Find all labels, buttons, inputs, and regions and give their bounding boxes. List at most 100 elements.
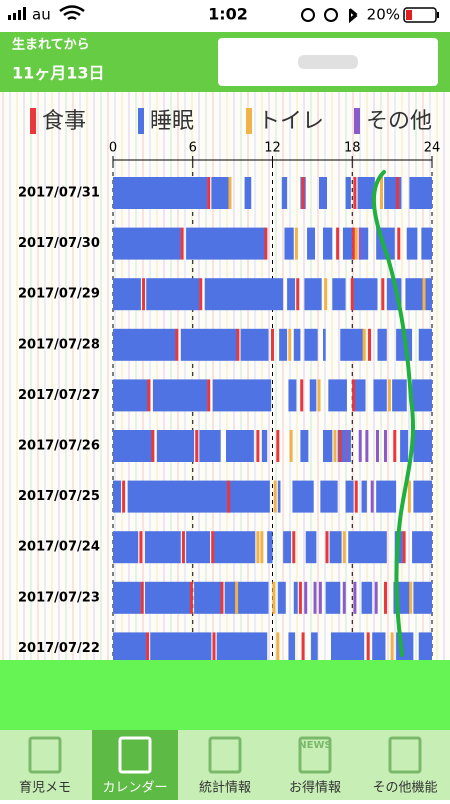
meal-event	[146, 632, 150, 665]
sleep-block	[244, 177, 252, 209]
sleep-block	[307, 227, 316, 260]
bg-stripe	[65, 92, 67, 660]
toilet-event	[294, 227, 298, 260]
bg-stripe	[233, 92, 235, 660]
other-event	[376, 430, 380, 462]
bg-stripe	[415, 92, 417, 660]
bg-stripe	[282, 92, 284, 660]
sleep-block	[357, 177, 375, 209]
sleep-block	[418, 632, 432, 665]
toilet-event	[324, 278, 328, 311]
sleep-block	[325, 581, 341, 614]
bg-stripe	[37, 92, 39, 660]
bg-stripe	[324, 92, 326, 660]
sleep-block	[348, 531, 387, 564]
bg-stripe	[387, 92, 389, 660]
tab-icon	[298, 736, 332, 774]
sleep-block	[180, 328, 237, 361]
bg-stripe	[177, 92, 179, 660]
sleep-block	[309, 379, 317, 412]
meal-event	[181, 531, 185, 564]
bg-stripe	[163, 92, 165, 660]
meal-event	[393, 430, 397, 462]
meal-event	[122, 480, 126, 513]
sleep-block	[113, 328, 176, 361]
sleep-block	[421, 227, 432, 260]
sleep-block	[372, 632, 386, 665]
sleep-block	[340, 328, 363, 361]
date-label: 2017/07/28	[18, 337, 100, 352]
meal-event	[292, 531, 296, 564]
sleep-block	[113, 430, 152, 462]
meal-event	[189, 581, 193, 614]
sleep-block	[413, 480, 432, 513]
meal-event	[402, 531, 406, 564]
bg-stripe	[170, 92, 172, 660]
meal-event	[352, 379, 356, 412]
x-tick-label: 12	[264, 141, 281, 156]
bg-stripe	[401, 92, 403, 660]
bg-stripe	[394, 92, 396, 660]
meal-event	[180, 227, 184, 260]
sleep-block	[288, 379, 297, 412]
blurred-name	[298, 55, 358, 69]
sleep-block	[214, 531, 256, 564]
meal-event	[271, 328, 274, 361]
toilet-event	[333, 430, 337, 462]
bg-stripe	[240, 92, 242, 660]
tab-label[interactable]: 育児メモ	[19, 780, 71, 796]
other-event	[313, 581, 317, 614]
legend-label: 睡眠	[150, 109, 194, 134]
meal-event	[220, 581, 224, 614]
bg-stripe	[93, 92, 95, 660]
tab-label[interactable]: 統計情報	[199, 780, 251, 796]
date-label: 2017/07/29	[18, 287, 100, 302]
toilet-event	[272, 581, 276, 614]
other-event	[358, 227, 362, 260]
toilet-event	[317, 379, 321, 412]
toilet-event	[409, 581, 413, 614]
sleep-block	[345, 480, 354, 513]
meal-event	[211, 531, 215, 564]
sleep-block	[323, 430, 333, 462]
sleep-block	[240, 328, 269, 361]
tabs: 育児メモ カレンダー 統計情報 NEWS お得情報 その他機能	[19, 730, 438, 800]
ad-area	[0, 660, 450, 730]
other-event	[370, 480, 374, 513]
meal-event	[300, 379, 304, 412]
bg-stripe	[107, 92, 109, 660]
sleep-block	[320, 480, 338, 513]
bg-stripe	[2, 92, 4, 660]
tab-label[interactable]: その他機能	[372, 781, 437, 796]
sleep-block	[425, 278, 432, 311]
sleep-block	[113, 632, 147, 665]
tab-label[interactable]: お得情報	[289, 780, 341, 796]
sleep-block	[199, 430, 221, 462]
meal-event	[227, 480, 231, 513]
bg-stripe	[443, 92, 445, 660]
sleep-block	[413, 581, 432, 614]
meal-event	[354, 480, 358, 513]
other-event	[353, 581, 357, 614]
meal-event	[151, 430, 155, 462]
sleep-block	[345, 177, 351, 209]
meal-event	[199, 278, 203, 311]
sleep-block	[186, 531, 211, 564]
sleep-block	[293, 328, 301, 361]
sleep-block	[358, 227, 369, 260]
other-event	[304, 581, 308, 614]
tab-label[interactable]: カレンダー	[102, 781, 167, 796]
sleep-block	[113, 379, 148, 412]
sleep-block	[353, 278, 378, 311]
bg-stripe	[422, 92, 424, 660]
meal-event	[276, 430, 280, 462]
sleep-block	[281, 177, 288, 209]
meal-event	[336, 227, 340, 260]
meal-event	[301, 177, 305, 209]
sleep-block	[113, 177, 208, 209]
x-tick-label: 6	[189, 141, 197, 156]
sleep-block	[156, 430, 195, 462]
toilet-event	[407, 480, 411, 513]
sleep-block	[211, 177, 229, 209]
